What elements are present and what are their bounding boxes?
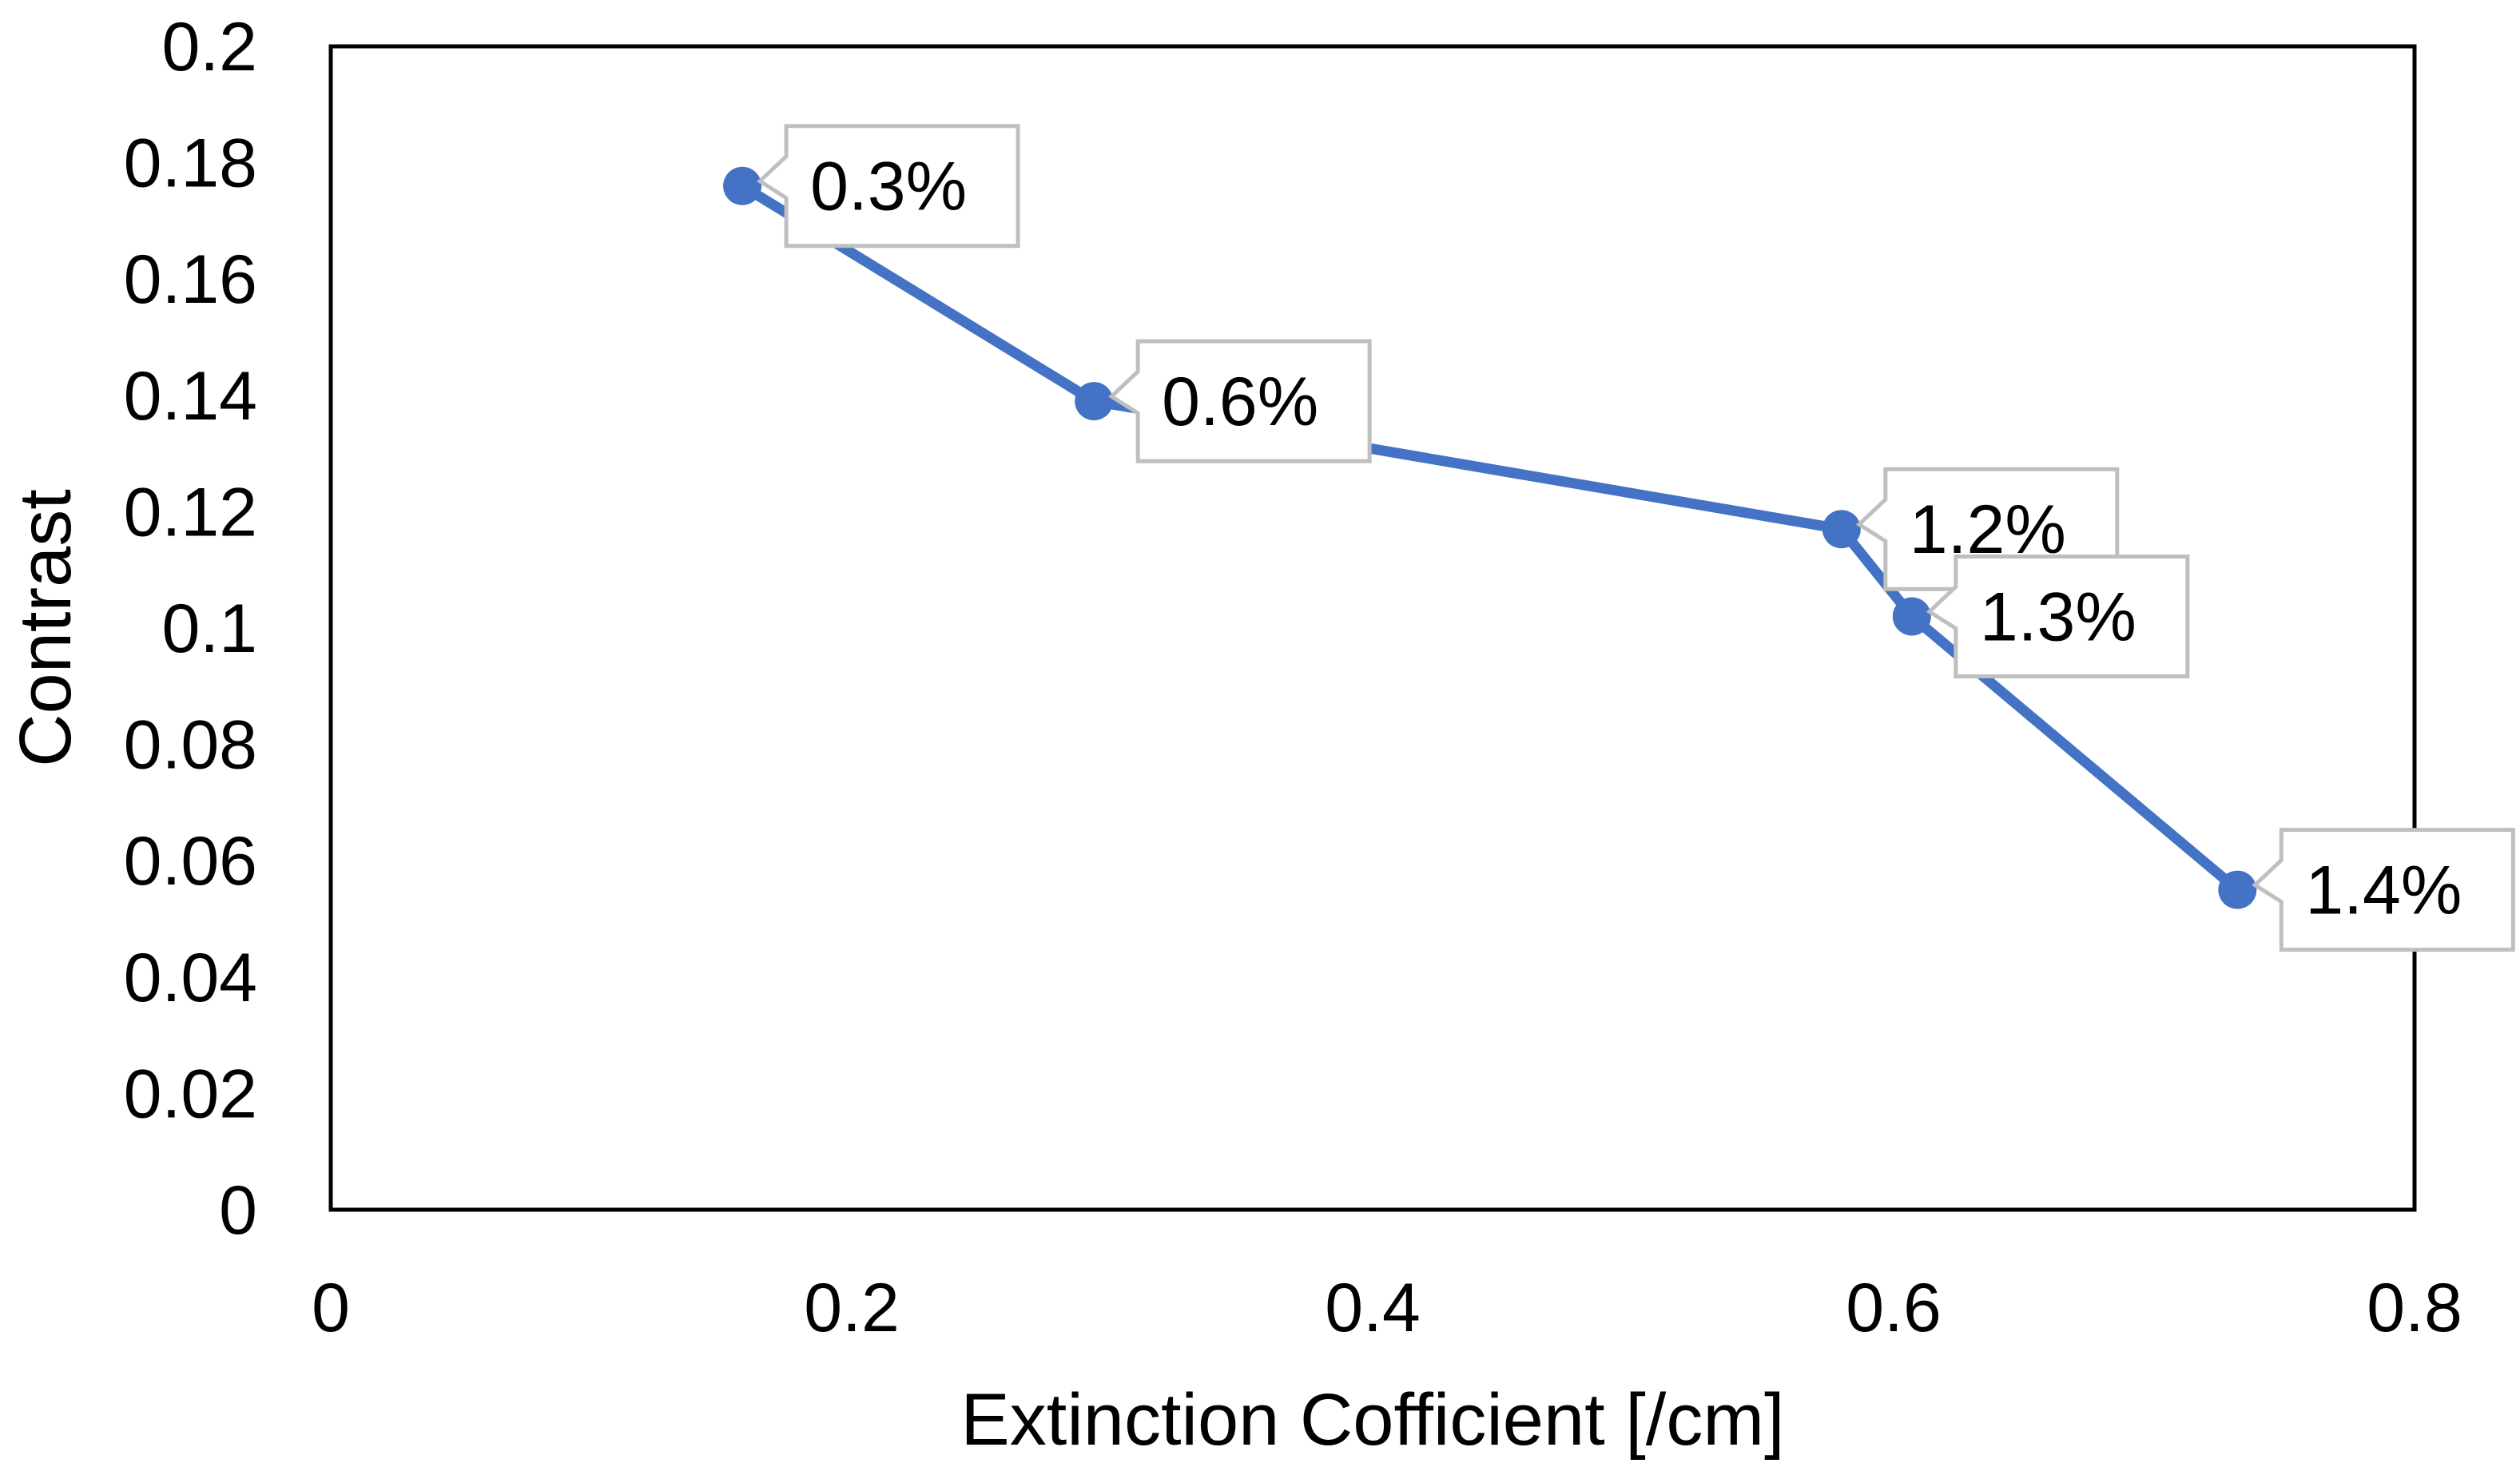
data-label-box [757,124,1020,248]
x-tick-label: 0.8 [2367,1270,2462,1346]
y-tick-label: 0.12 [124,474,257,551]
y-tick-label: 0.14 [124,358,257,435]
y-tick-label: 0.04 [124,940,257,1016]
y-axis-ticks: 0 0.02 0.04 0.06 0.08 0.1 0.12 0.14 0.16 0.18 0.2 [124,9,257,1249]
data-label-box [2252,828,2515,952]
y-tick-label: 0.06 [124,823,257,900]
y-tick-label: 0 [219,1172,257,1249]
y-tick-label: 0.02 [124,1056,257,1132]
data-label-text: 0.3% [810,149,967,225]
y-tick-label: 0.2 [161,9,257,85]
data-point [723,166,762,205]
x-axis-title: Extinction Cofficient [/cm] [960,1379,1784,1461]
x-tick-label: 0.2 [804,1270,900,1346]
data-label: 0.3% [757,124,1020,248]
data-label-box [1926,554,2190,678]
data-point [1892,597,1931,636]
x-tick-label: 0.4 [1325,1270,1421,1346]
data-label-text: 1.3% [1980,578,2136,655]
data-label: 0.6% [1108,339,1372,463]
x-tick-label: 0.6 [1846,1270,1942,1346]
data-label-text: 1.4% [2305,853,2462,929]
data-label-box [1108,339,1372,463]
y-axis-title: Contrast [5,489,86,767]
x-tick-label: 0 [312,1270,350,1346]
data-labels: 0.3%0.6%1.2%1.3%1.4% [757,124,2515,952]
y-tick-label: 0.1 [161,590,257,667]
y-tick-label: 0.18 [124,125,257,202]
data-points [723,166,2257,909]
data-label: 1.4% [2252,828,2515,952]
data-point [1822,510,1861,549]
data-point [2218,870,2257,909]
data-label-text: 0.6% [1162,364,1318,440]
data-point [1075,382,1114,421]
x-axis-ticks: 0 0.2 0.4 0.6 0.8 [312,1270,2462,1346]
y-tick-label: 0.08 [124,707,257,784]
y-tick-label: 0.16 [124,241,257,318]
data-label: 1.3% [1926,554,2190,678]
